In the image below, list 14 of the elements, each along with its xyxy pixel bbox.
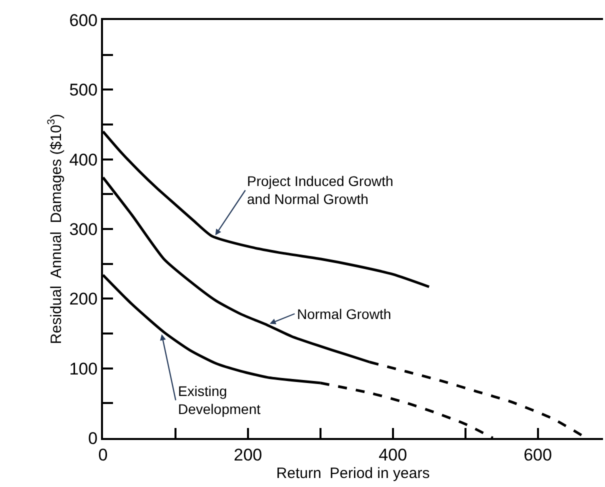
x-axis-title: Return Period in years bbox=[276, 464, 430, 482]
x-tick-label: 600 bbox=[524, 445, 552, 464]
annotation: Existing Development bbox=[178, 383, 261, 418]
annotation: Project Induced Growth and Normal Growth bbox=[247, 173, 394, 208]
y-tick-label: 500 bbox=[69, 80, 98, 100]
y-tick-label: 0 bbox=[88, 428, 98, 448]
x-tick-label: 200 bbox=[234, 445, 262, 464]
y-tick-label: 300 bbox=[69, 220, 98, 239]
y-tick-label: 200 bbox=[69, 290, 98, 309]
x-tick-label: 400 bbox=[378, 445, 408, 464]
y-tick-label: 600 bbox=[69, 10, 98, 30]
annotation: Normal Growth bbox=[297, 306, 392, 322]
y-tick-label: 100 bbox=[69, 359, 98, 378]
y-tick-label: 400 bbox=[69, 150, 98, 170]
